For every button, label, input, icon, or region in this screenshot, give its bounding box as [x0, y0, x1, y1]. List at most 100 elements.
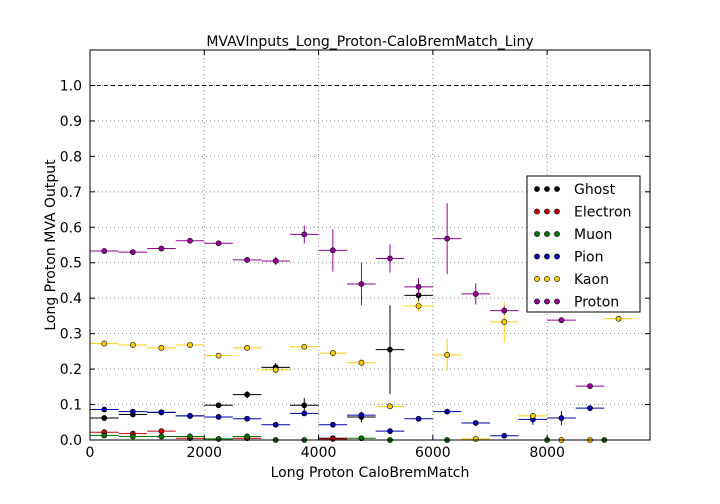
data-point: [187, 412, 193, 419]
data-point: [444, 408, 451, 415]
data-point: [301, 402, 308, 409]
data-point: [101, 415, 108, 421]
data-point: [387, 346, 393, 353]
data-point: [129, 408, 136, 415]
data-point: [415, 415, 422, 422]
legend-marker: [554, 276, 560, 282]
legend-marker: [534, 208, 540, 215]
data-point: [501, 432, 508, 439]
series-pion: [90, 405, 605, 439]
data-point: [529, 412, 536, 419]
plot-frame: [89, 49, 651, 441]
legend-marker: [544, 186, 550, 192]
legend-marker: [534, 298, 540, 305]
legend-label: Ghost: [574, 182, 616, 198]
data-point: [358, 281, 365, 287]
legend-marker: [534, 186, 540, 192]
data-point: [272, 366, 279, 373]
data-point: [187, 342, 193, 348]
series-proton: [90, 203, 605, 390]
data-point: [244, 433, 251, 440]
x-tick-label: 2000: [186, 445, 222, 461]
data-point: [358, 359, 365, 366]
data-point: [158, 344, 165, 351]
data-point: [444, 235, 451, 242]
y-tick-label: 1.0: [60, 78, 82, 94]
y-tick-label: 0.7: [60, 185, 82, 201]
data-point: [587, 383, 593, 390]
legend-marker: [554, 208, 560, 215]
y-axis-label: Long Proton MVA Output: [43, 159, 59, 331]
legend-marker: [554, 253, 560, 260]
axis-ticks: 0 2000 4000 6000 8000 0.0 0.1 0.2 0.3 0.4 0.5 0.6 0.…: [60, 50, 650, 461]
data-point: [272, 258, 279, 264]
legend-label: Proton: [574, 295, 619, 311]
data-point: [129, 433, 136, 440]
data-point: [387, 403, 393, 410]
data-point: [301, 410, 308, 417]
legend-marker: [534, 231, 540, 237]
legend-marker: [544, 231, 550, 237]
data-point: [444, 352, 451, 358]
data-point: [615, 315, 622, 322]
data-point: [158, 428, 165, 435]
data-point: [329, 247, 336, 254]
data-point: [101, 248, 108, 254]
data-point: [387, 255, 393, 262]
data-point: [215, 436, 222, 442]
legend-marker: [544, 253, 550, 260]
legend-entry-electron: Electron: [534, 205, 631, 221]
x-tick-label: 8000: [529, 445, 565, 461]
x-tick-label: 6000: [415, 445, 451, 461]
data-point: [158, 409, 165, 416]
data-point: [358, 412, 365, 419]
y-tick-label: 0.6: [60, 220, 82, 236]
legend-entry-kaon: Kaon: [534, 272, 609, 288]
legend-marker: [534, 276, 540, 282]
legend-label: Muon: [574, 227, 612, 243]
legend-label: Pion: [574, 250, 603, 266]
data-point: [329, 436, 336, 442]
legend-entry-pion: Pion: [534, 250, 603, 266]
data-point: [301, 231, 308, 238]
data-point: [415, 283, 422, 290]
data-point: [187, 433, 193, 440]
data-point: [244, 344, 251, 351]
y-tick-label: 0.5: [60, 256, 82, 272]
data-point: [158, 433, 165, 440]
data-point: [558, 317, 565, 324]
y-tick-label: 0.8: [60, 149, 82, 165]
data-point: [129, 342, 136, 348]
data-point: [244, 256, 251, 263]
legend-marker: [544, 298, 550, 305]
data-point: [215, 352, 222, 359]
data-point: [587, 405, 593, 411]
chart-title: MVAVInputs_Long_Proton-CaloBremMatch_Lin…: [206, 34, 533, 50]
legend-label: Electron: [574, 205, 631, 221]
data-point: [415, 303, 422, 309]
data-point: [244, 415, 251, 422]
legend-box: [526, 175, 641, 313]
y-tick-label: 0.1: [60, 398, 82, 414]
x-axis-label: Long Proton CaloBremMatch: [271, 465, 470, 481]
y-tick-label: 0.9: [60, 114, 82, 130]
data-point: [501, 319, 508, 325]
data-point: [301, 343, 308, 350]
data-point: [472, 420, 479, 426]
legend-marker: [544, 208, 550, 215]
data-point: [244, 391, 251, 398]
data-point: [101, 406, 108, 413]
data-point: [101, 340, 108, 347]
y-tick-label: 0.0: [60, 433, 82, 449]
data-point: [558, 415, 565, 421]
legend-marker: [554, 186, 560, 192]
data-point: [329, 350, 336, 357]
data-point: [472, 436, 479, 442]
data-point: [129, 249, 136, 255]
x-tick-label: 4000: [301, 445, 337, 461]
data-point: [329, 421, 336, 428]
legend-marker: [554, 298, 560, 305]
data-point: [272, 421, 279, 428]
data-point: [501, 307, 508, 314]
